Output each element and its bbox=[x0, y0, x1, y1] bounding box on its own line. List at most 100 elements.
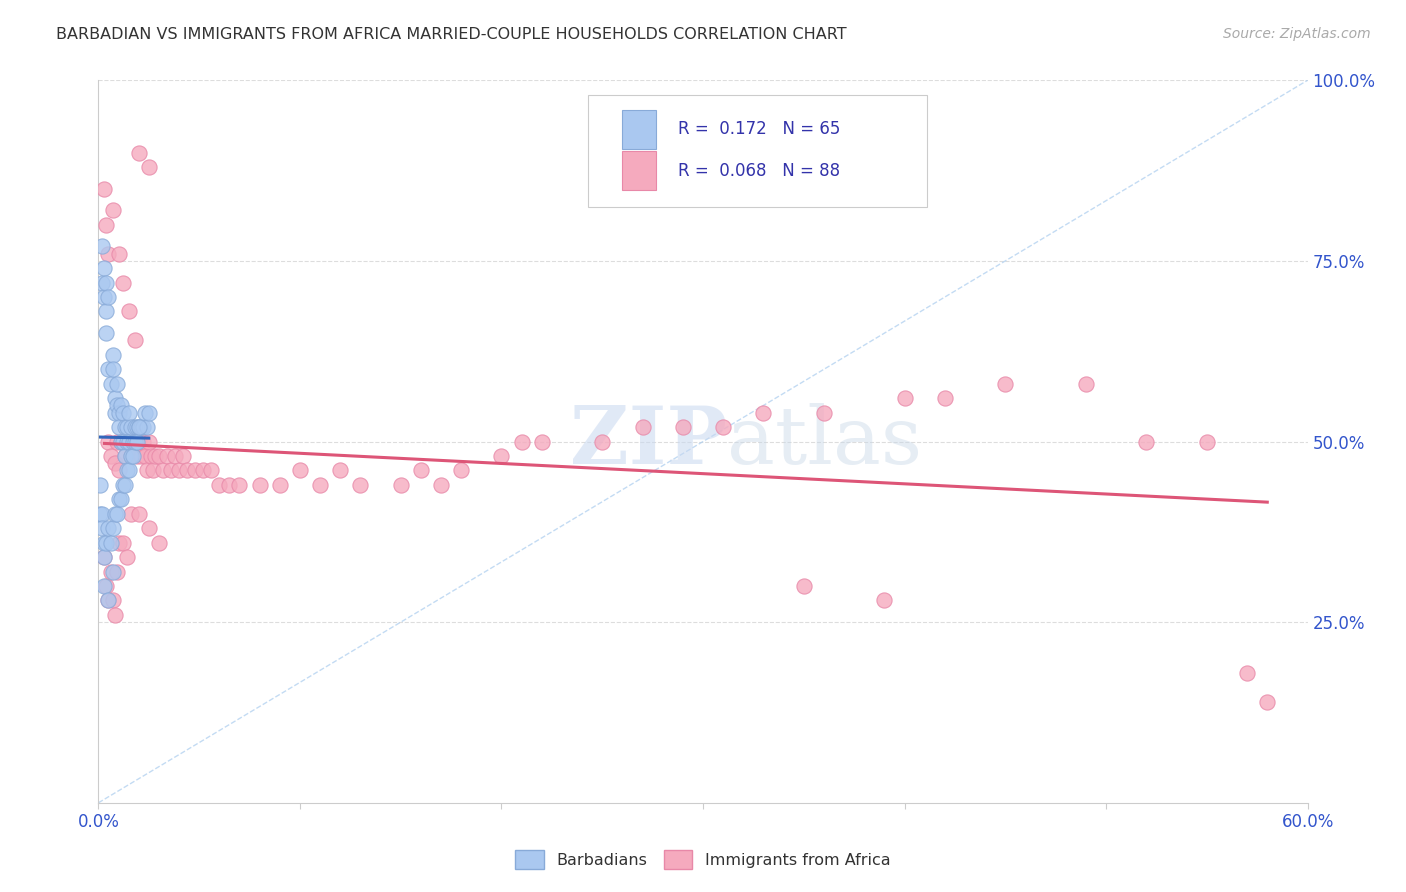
Point bbox=[491, 449, 513, 463]
Point bbox=[114, 449, 136, 463]
Point bbox=[121, 434, 143, 449]
Point bbox=[591, 434, 613, 449]
Point bbox=[711, 420, 734, 434]
Point bbox=[96, 218, 118, 232]
Point bbox=[510, 434, 533, 449]
Point bbox=[138, 406, 160, 420]
Point bbox=[132, 420, 155, 434]
Point bbox=[120, 507, 142, 521]
FancyBboxPatch shape bbox=[621, 151, 655, 191]
Point bbox=[118, 463, 141, 477]
Point bbox=[200, 463, 222, 477]
Point bbox=[107, 420, 129, 434]
Point bbox=[672, 420, 695, 434]
Point bbox=[101, 348, 124, 362]
Point bbox=[110, 492, 132, 507]
Point bbox=[111, 535, 134, 549]
Point bbox=[530, 434, 553, 449]
Point bbox=[93, 182, 115, 196]
Point bbox=[114, 420, 136, 434]
Text: ZIP: ZIP bbox=[571, 402, 727, 481]
Text: Source: ZipAtlas.com: Source: ZipAtlas.com bbox=[1223, 27, 1371, 41]
Text: R =  0.172   N = 65: R = 0.172 N = 65 bbox=[678, 120, 839, 138]
Point bbox=[128, 145, 150, 160]
Point bbox=[111, 276, 134, 290]
Point bbox=[97, 362, 120, 376]
Point bbox=[409, 463, 432, 477]
Point bbox=[97, 521, 120, 535]
Point bbox=[934, 391, 956, 405]
Point bbox=[125, 434, 148, 449]
Point bbox=[430, 478, 453, 492]
Point bbox=[115, 420, 138, 434]
Point bbox=[97, 290, 120, 304]
Point bbox=[138, 434, 160, 449]
Point bbox=[100, 565, 122, 579]
Point bbox=[121, 434, 143, 449]
Point bbox=[218, 478, 240, 492]
Point bbox=[110, 398, 132, 412]
Point bbox=[349, 478, 371, 492]
Point bbox=[105, 434, 128, 449]
Point bbox=[91, 239, 114, 253]
Point bbox=[752, 406, 775, 420]
Point bbox=[450, 463, 472, 477]
Point bbox=[105, 376, 128, 391]
Point bbox=[139, 449, 162, 463]
Point bbox=[156, 449, 179, 463]
Point bbox=[96, 326, 118, 340]
Point bbox=[125, 420, 148, 434]
Point bbox=[110, 434, 132, 449]
Point bbox=[1135, 434, 1157, 449]
Point bbox=[103, 391, 125, 405]
Point bbox=[124, 434, 146, 449]
Point bbox=[228, 478, 250, 492]
Point bbox=[118, 304, 141, 318]
Point bbox=[118, 434, 141, 449]
Point bbox=[107, 492, 129, 507]
Point bbox=[96, 304, 118, 318]
Text: atlas: atlas bbox=[727, 402, 922, 481]
Point bbox=[138, 160, 160, 174]
Point bbox=[873, 593, 896, 607]
Point bbox=[97, 246, 120, 260]
Point bbox=[100, 449, 122, 463]
Point bbox=[135, 420, 157, 434]
Point bbox=[160, 463, 183, 477]
Point bbox=[128, 434, 150, 449]
Point bbox=[172, 449, 194, 463]
Point bbox=[111, 406, 134, 420]
Point bbox=[148, 449, 170, 463]
Text: R =  0.068   N = 88: R = 0.068 N = 88 bbox=[678, 161, 839, 179]
FancyBboxPatch shape bbox=[588, 95, 927, 207]
Point bbox=[176, 463, 198, 477]
Point bbox=[163, 449, 186, 463]
Point bbox=[134, 449, 156, 463]
Point bbox=[1074, 376, 1097, 391]
Point bbox=[115, 434, 138, 449]
Point bbox=[134, 406, 156, 420]
Point bbox=[107, 246, 129, 260]
Point bbox=[97, 593, 120, 607]
Point bbox=[120, 449, 142, 463]
Point bbox=[111, 478, 134, 492]
Point bbox=[100, 376, 122, 391]
Point bbox=[143, 449, 166, 463]
Point bbox=[89, 478, 111, 492]
Point bbox=[105, 565, 128, 579]
Point bbox=[93, 550, 115, 565]
Point bbox=[129, 449, 152, 463]
Point bbox=[96, 276, 118, 290]
Point bbox=[93, 290, 115, 304]
Point bbox=[135, 463, 157, 477]
Point bbox=[288, 463, 311, 477]
Point bbox=[152, 463, 174, 477]
Point bbox=[101, 362, 124, 376]
Point bbox=[107, 463, 129, 477]
Point bbox=[115, 434, 138, 449]
Point bbox=[93, 261, 115, 276]
Point bbox=[193, 463, 215, 477]
Point bbox=[138, 521, 160, 535]
Point bbox=[309, 478, 332, 492]
Point bbox=[107, 406, 129, 420]
